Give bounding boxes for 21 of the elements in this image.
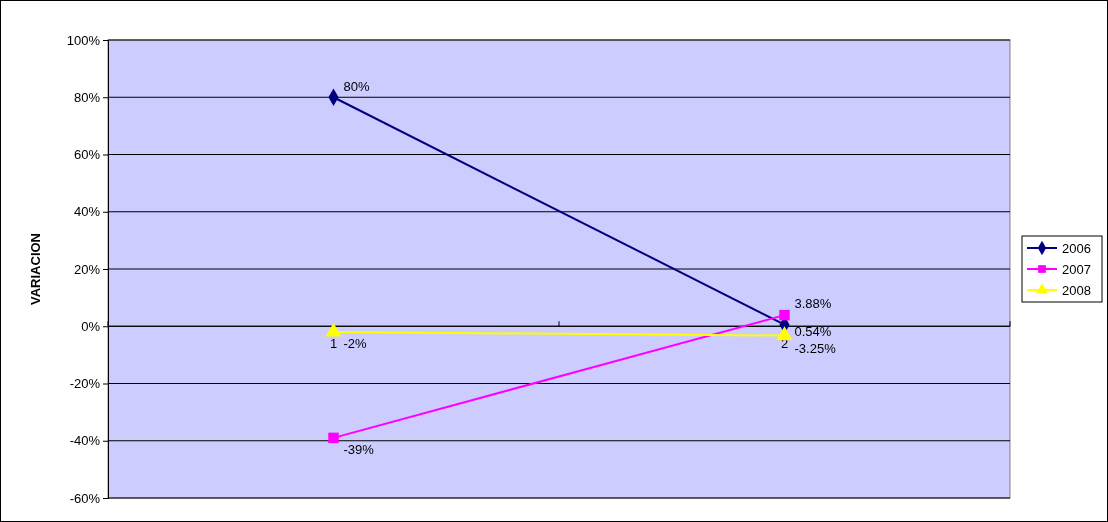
y-tick-label: -40% [69, 433, 101, 449]
y-tick-label: 0% [81, 318, 101, 334]
y-tick-label: 40% [73, 204, 101, 220]
data-label: -2% [343, 335, 368, 351]
legend-label: 2007 [1062, 262, 1091, 277]
data-label: 0.54% [794, 323, 832, 339]
y-tick-label: 20% [73, 261, 101, 277]
y-tick-label: -60% [69, 490, 101, 506]
point [328, 432, 339, 444]
x-tick-label: 1 [329, 336, 338, 352]
data-label: 3.88% [794, 296, 832, 312]
y-tick-label: 100% [66, 32, 101, 48]
y-axis-title: VARIACION [28, 233, 43, 305]
data-label: 80% [343, 79, 370, 95]
y-tick-label: 80% [73, 89, 101, 105]
y-tick-label: 60% [73, 147, 101, 163]
data-label: -39% [343, 441, 375, 457]
y-tick-label: -20% [69, 376, 101, 392]
legend-label: 2006 [1062, 241, 1091, 256]
legend-label: 2008 [1062, 283, 1091, 298]
data-label: -3.25% [794, 340, 837, 356]
